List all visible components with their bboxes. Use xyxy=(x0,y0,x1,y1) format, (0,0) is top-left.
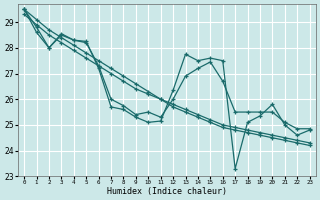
X-axis label: Humidex (Indice chaleur): Humidex (Indice chaleur) xyxy=(107,187,227,196)
